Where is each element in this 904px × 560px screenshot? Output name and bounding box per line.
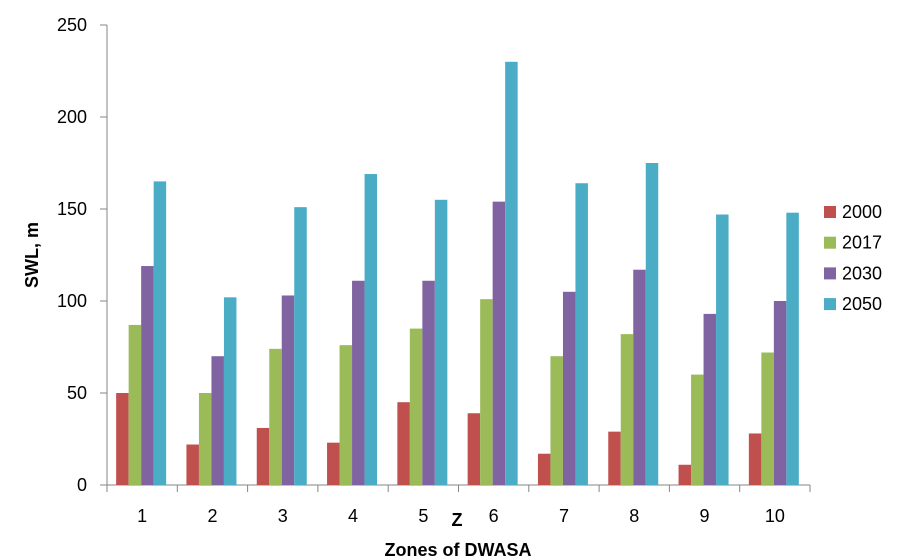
x-tick-label: 4 (348, 506, 358, 526)
x-axis-ticks: 1 2 3 4 5 6 7 8 9 10 (106, 485, 811, 526)
y-tick-label: 0 (77, 475, 87, 495)
bar-2030-zone-4 (352, 280, 365, 485)
bar-2017-zone-2 (198, 393, 212, 485)
bar-2017-zone-4 (339, 345, 353, 485)
plot-area: 0 50 100 150 200 250 1 2 3 4 5 6 7 8 9 10 (57, 15, 811, 526)
bar-2050-zone-2 (223, 297, 237, 485)
bar-2030-zone-10 (773, 301, 787, 485)
x-tick-label: 10 (765, 506, 785, 526)
bar-2000-zone-4 (327, 442, 340, 485)
bar-2000-zone-2 (186, 444, 199, 485)
legend-swatch-2000 (824, 206, 836, 218)
bar-2030-zone-8 (633, 269, 646, 485)
bar-2030-zone-7 (562, 291, 576, 485)
bar-2050-zone-9 (716, 214, 729, 485)
legend-label-2050: 2050 (842, 294, 882, 314)
legend-label-2000: 2000 (842, 202, 882, 222)
bar-2000-zone-9 (678, 464, 692, 485)
bar-2017-zone-7 (550, 356, 563, 485)
bar-2050-zone-4 (364, 174, 378, 486)
bar-2017-zone-9 (691, 374, 704, 485)
bar-2017-zone-6 (480, 299, 493, 485)
legend-swatch-2030 (824, 267, 836, 280)
y-axis-title: SWL, m (22, 222, 42, 288)
y-axis-ticks: 0 50 100 150 200 250 (57, 15, 107, 495)
bar-2030-zone-9 (703, 313, 717, 485)
bar-2050-zone-10 (786, 212, 799, 485)
legend-swatch-2017 (824, 236, 836, 249)
bar-2017-zone-1 (128, 324, 142, 485)
bar-2000-zone-3 (256, 427, 270, 485)
legend: 2000 2017 2030 2050 (824, 202, 882, 314)
bar-2050-zone-1 (153, 181, 167, 485)
x-axis-title: Zones of DWASA (385, 540, 532, 560)
bar-2017-zone-8 (620, 334, 634, 485)
y-tick-label: 150 (57, 199, 87, 219)
x-tick-label: 8 (629, 506, 639, 526)
bar-2000-zone-8 (608, 431, 621, 485)
x-tick-label: 9 (700, 506, 710, 526)
legend-label-2017: 2017 (842, 233, 882, 253)
bar-2000-zone-10 (748, 433, 762, 485)
bar-2050-zone-5 (434, 199, 448, 486)
legend-swatch-2050 (824, 298, 836, 311)
x-tick-label: 1 (137, 506, 147, 526)
bar-2000-zone-1 (116, 393, 129, 485)
bar-2050-zone-3 (294, 207, 307, 485)
bar-2030-zone-6 (492, 201, 506, 485)
bar-2030-zone-3 (281, 295, 295, 485)
bar-2000-zone-7 (537, 453, 551, 485)
bar-2050-zone-7 (575, 183, 588, 486)
x-tick-label: 6 (489, 506, 499, 526)
x-tick-label: 5 (418, 506, 428, 526)
bar-2030-zone-2 (211, 356, 224, 485)
bar-2050-zone-6 (505, 61, 518, 486)
y-tick-label: 100 (57, 291, 87, 311)
bar-2000-zone-6 (467, 413, 481, 485)
legend-label-2030: 2030 (842, 263, 882, 283)
x-tick-label: 2 (207, 506, 217, 526)
bars (116, 61, 799, 486)
bar-2017-zone-10 (761, 352, 774, 485)
y-tick-label: 250 (57, 15, 87, 35)
bar-2030-zone-1 (141, 266, 154, 485)
bar-2017-zone-3 (269, 348, 282, 485)
x-tick-label: 3 (278, 506, 288, 526)
bar-2017-zone-5 (409, 328, 423, 485)
stray-label: Z (452, 510, 463, 530)
bar-2030-zone-5 (422, 280, 435, 485)
y-tick-label: 200 (57, 107, 87, 127)
bar-2050-zone-8 (645, 163, 659, 485)
x-tick-label: 7 (559, 506, 569, 526)
y-tick-label: 50 (67, 383, 87, 403)
bar-2000-zone-5 (397, 402, 410, 485)
